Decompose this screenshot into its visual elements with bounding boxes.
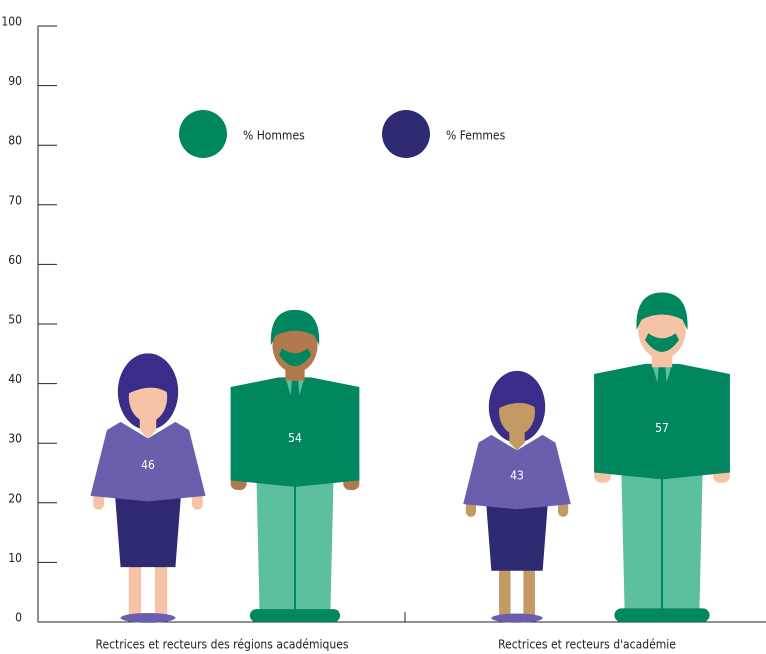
y-tick-label: 50: [8, 313, 22, 327]
shoes: [120, 612, 176, 623]
skirt: [486, 504, 548, 571]
hair: [270, 309, 320, 346]
x-tick-label: Rectrices et recteurs d'académie: [498, 638, 676, 652]
legs: [523, 565, 535, 617]
legend-label: % Hommes: [243, 129, 305, 143]
top: [463, 434, 571, 510]
woman-figure: [90, 353, 206, 623]
y-tick-label: 40: [8, 372, 22, 386]
fringe: [496, 384, 538, 410]
hair: [636, 292, 688, 330]
hands: [93, 493, 105, 510]
y-tick-label: 90: [8, 74, 22, 88]
hands: [191, 493, 203, 510]
y-tick-label: 10: [8, 551, 22, 565]
legs: [128, 561, 142, 617]
shoes: [491, 613, 543, 623]
value-label: 46: [141, 458, 155, 472]
y-tick-label: 30: [8, 432, 22, 446]
legs: [154, 561, 168, 617]
beard: [278, 348, 312, 367]
y-tick-label: 0: [15, 611, 22, 625]
legend-label: % Femmes: [446, 129, 506, 143]
value-label: 57: [655, 421, 669, 435]
tie: [656, 367, 668, 402]
hands: [465, 501, 476, 517]
top: [90, 421, 206, 502]
y-tick-label: 80: [8, 134, 22, 148]
jacket: [594, 363, 730, 480]
shoes: [249, 609, 341, 622]
shoes: [614, 608, 710, 622]
y-tick-label: 20: [8, 491, 22, 505]
man-figure: [230, 309, 360, 622]
tie: [290, 380, 300, 413]
legs: [499, 565, 511, 617]
hands: [558, 501, 569, 517]
y-tick-label: 70: [8, 193, 22, 207]
man-figure: [594, 292, 730, 622]
value-label: 54: [288, 431, 302, 445]
legend-swatch: [382, 110, 430, 158]
woman-figure: [463, 370, 571, 623]
value-label: 43: [510, 468, 524, 482]
y-tick-label: 100: [1, 15, 22, 29]
y-tick-label: 60: [8, 253, 22, 267]
legend-swatch: [179, 110, 227, 158]
skirt: [115, 495, 181, 568]
x-tick-label: Rectrices et recteurs des régions académ…: [96, 638, 349, 652]
fringe: [126, 368, 171, 395]
jacket: [230, 377, 360, 487]
beard: [645, 333, 679, 352]
